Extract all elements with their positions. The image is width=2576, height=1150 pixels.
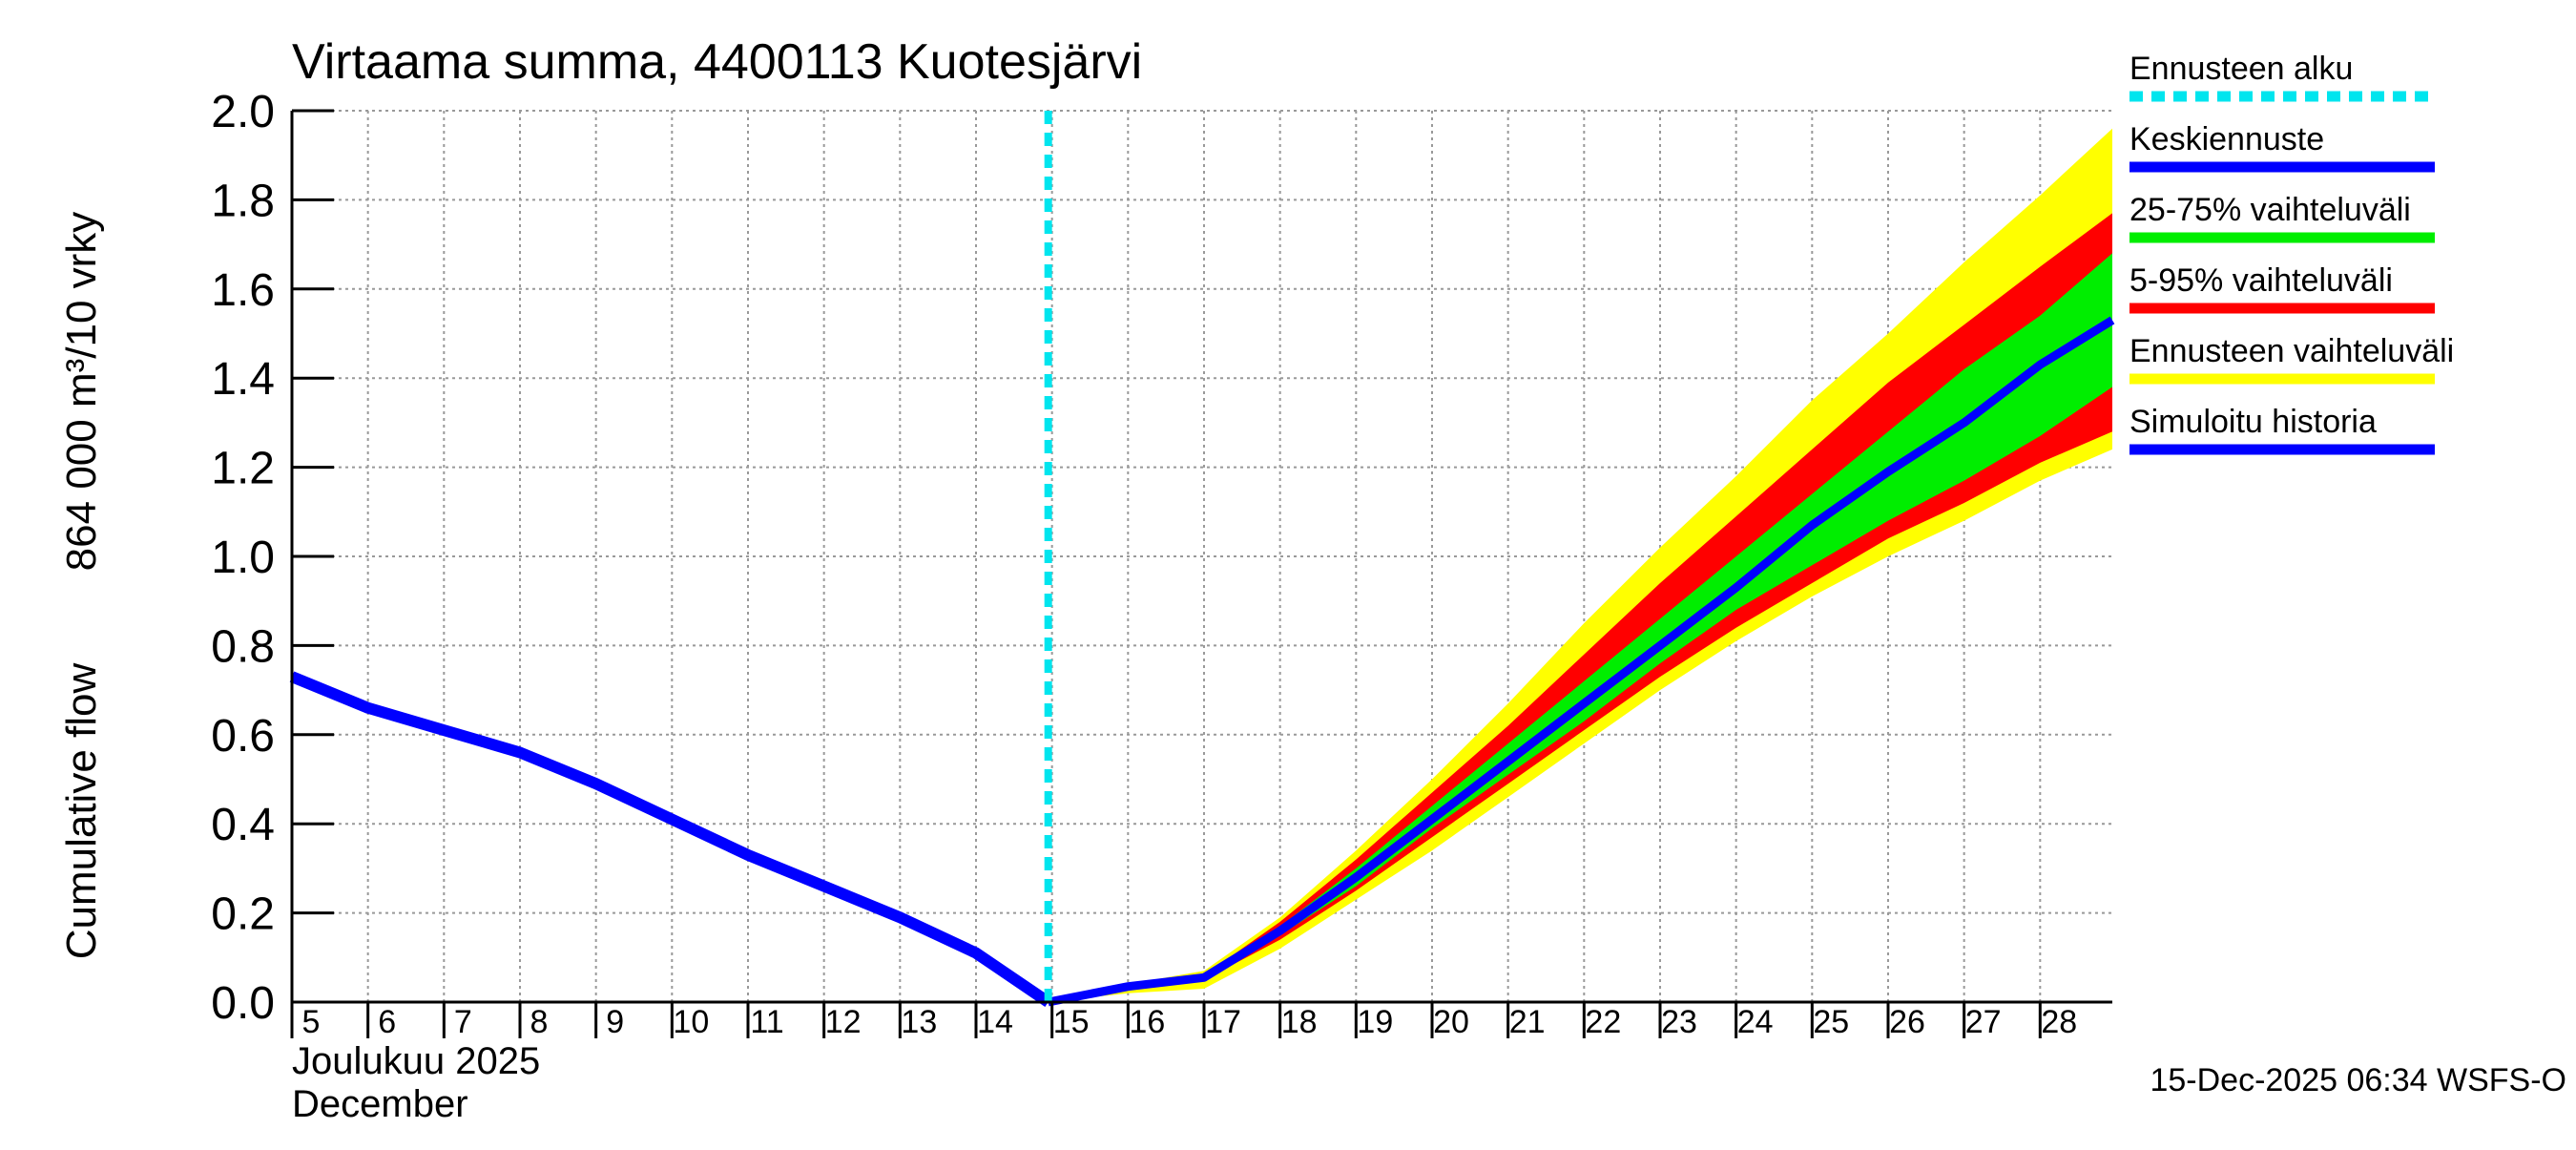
legend-label-5: Simuloitu historia	[2129, 404, 2377, 440]
legend-label-2: 25-75% vaihteluväli	[2129, 192, 2411, 228]
y-tick-label-0: 0.0	[211, 978, 275, 1029]
legend-label-1: Keskiennuste	[2129, 121, 2324, 157]
x-tick-label-3: 8	[530, 1004, 549, 1040]
y-tick-label-9: 1.8	[211, 176, 275, 226]
x-tick-label-5: 10	[673, 1004, 709, 1040]
y-tick-label-2: 0.4	[211, 800, 275, 850]
x-tick-label-2: 7	[454, 1004, 472, 1040]
y-tick-label-7: 1.4	[211, 354, 275, 405]
y-tick-label-10: 2.0	[211, 87, 275, 137]
y-tick-label-1: 0.2	[211, 889, 275, 940]
y-tick-label-6: 1.2	[211, 444, 275, 494]
grid-lines	[292, 110, 2112, 1002]
y-tick-label-3: 0.6	[211, 711, 275, 762]
y-axis-label-line2: 864 000 m³/10 vrky	[58, 212, 105, 572]
legend-label-3: 5-95% vaihteluväli	[2129, 262, 2393, 299]
x-tick-label-9: 14	[977, 1004, 1013, 1040]
x-tick-label-16: 21	[1509, 1004, 1546, 1040]
y-tick-label-5: 1.0	[211, 533, 275, 583]
series-lines	[289, 111, 2115, 1007]
x-tick-label-18: 23	[1661, 1004, 1697, 1040]
x-tick-label-4: 9	[606, 1004, 624, 1040]
x-tick-label-8: 13	[901, 1004, 937, 1040]
x-tick-label-11: 16	[1129, 1004, 1165, 1040]
x-tick-label-15: 20	[1433, 1004, 1469, 1040]
axes: 0.0 0.2 0.4 0.6 0.8 1.0 1.2 1.4 1.6 1.8 2.0 5 6 7 8 9 10…	[211, 87, 2112, 1040]
x-tick-label-19: 24	[1737, 1004, 1774, 1040]
x-tick-label-17: 22	[1585, 1004, 1621, 1040]
median-forecast-line	[1047, 316, 2115, 1007]
x-tick-label-10: 15	[1053, 1004, 1090, 1040]
x-tick-label-23: 28	[2041, 1004, 2077, 1040]
simulated-history-line	[289, 671, 1052, 1007]
y-axis-label-line1: Cumulative flow	[58, 663, 105, 960]
timestamp-footer: 15-Dec-2025 06:34 WSFS-O	[2150, 1062, 2566, 1098]
chart-title: Virtaama summa, 4400113 Kuotesjärvi	[292, 34, 1142, 90]
legend: Ennusteen alku Keskiennuste 25-75% vaihtel…	[2129, 51, 2454, 455]
x-tick-label-12: 17	[1205, 1004, 1241, 1040]
x-tick-label-22: 27	[1965, 1004, 2002, 1040]
x-tick-label-20: 25	[1813, 1004, 1849, 1040]
x-tick-label-7: 12	[825, 1004, 862, 1040]
x-tick-label-6: 11	[750, 1004, 783, 1040]
y-tick-label-4: 0.8	[211, 621, 275, 672]
month-label-english: December	[292, 1083, 468, 1125]
y-tick-label-8: 1.6	[211, 265, 275, 316]
month-label-finnish: Joulukuu 2025	[292, 1040, 540, 1082]
x-tick-label-0: 5	[302, 1004, 321, 1040]
x-tick-label-13: 18	[1281, 1004, 1318, 1040]
x-tick-label-1: 6	[378, 1004, 396, 1040]
x-tick-label-14: 19	[1357, 1004, 1393, 1040]
legend-label-0: Ennusteen alku	[2129, 51, 2353, 87]
x-tick-label-21: 26	[1889, 1004, 1925, 1040]
legend-label-4: Ennusteen vaihteluväli	[2129, 333, 2454, 369]
